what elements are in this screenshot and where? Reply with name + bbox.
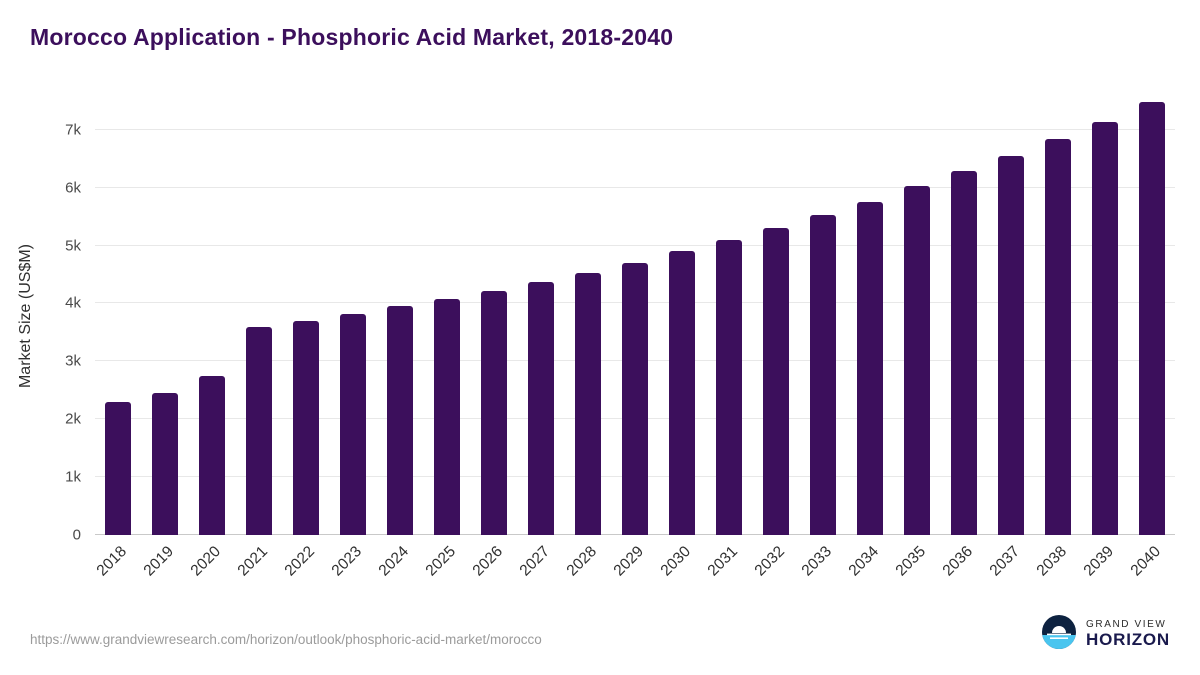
x-tick-label: 2031 — [704, 543, 741, 580]
x-tick-label: 2029 — [610, 543, 648, 580]
bar-2039 — [1091, 121, 1118, 535]
x-tick-label: 2025 — [422, 543, 460, 580]
x-tick-label: 2021 — [234, 543, 272, 580]
bar-2025 — [434, 299, 461, 535]
x-tick-label: 2030 — [657, 543, 694, 580]
y-tick-label: 5k — [65, 237, 81, 255]
y-tick-label: 7k — [65, 121, 81, 139]
x-tick-label: 2034 — [845, 543, 882, 580]
bar-2040 — [1138, 101, 1165, 535]
x-tick-label: 2036 — [939, 543, 976, 580]
bar-2034 — [856, 201, 883, 535]
bar-2028 — [575, 272, 602, 535]
bar-2031 — [715, 240, 742, 535]
bar-2032 — [762, 227, 789, 535]
x-tick-label: 2019 — [141, 543, 178, 580]
y-tick-label: 2k — [65, 410, 81, 428]
bar-2027 — [528, 282, 555, 535]
x-tick-label: 2018 — [94, 543, 131, 580]
y-axis-title: Market Size (US$M) — [17, 243, 34, 389]
x-tick-label: 2026 — [469, 543, 507, 580]
y-tick-label: 4k — [65, 294, 81, 312]
bar-2023 — [340, 313, 367, 535]
bar-2024 — [387, 306, 414, 535]
y-tick-label: 3k — [65, 352, 81, 370]
grandview-horizon-logo: GRAND VIEW HORIZON — [1041, 614, 1170, 655]
x-tick-label: 2037 — [986, 543, 1023, 580]
bar-2018 — [105, 402, 132, 535]
gridline — [95, 244, 1175, 246]
bar-2037 — [997, 155, 1024, 535]
x-tick-label: 2040 — [1127, 543, 1164, 580]
page-title: Morocco Application - Phosphoric Acid Ma… — [30, 24, 674, 50]
x-tick-label: 2039 — [1080, 543, 1117, 580]
x-tick-label: 2035 — [892, 543, 929, 580]
horizon-logo-icon — [1041, 614, 1077, 655]
bar-2036 — [950, 170, 977, 535]
gridline — [95, 128, 1175, 130]
bar-2033 — [809, 214, 836, 535]
logo-grand-view-text: GRAND VIEW — [1086, 618, 1167, 630]
x-tick-label: 2023 — [328, 543, 366, 580]
x-tick-label: 2022 — [281, 543, 319, 580]
x-tick-label: 2028 — [563, 543, 601, 580]
x-tick-label: 2020 — [188, 543, 225, 580]
bar-2035 — [903, 185, 930, 535]
x-tick-label: 2024 — [375, 543, 413, 580]
x-tick-label: 2032 — [751, 543, 788, 580]
bar-2020 — [199, 375, 226, 535]
logo-text: GRAND VIEW HORIZON — [1086, 619, 1170, 650]
bar-2022 — [293, 320, 320, 535]
y-tick-label: 0 — [72, 526, 81, 544]
gridline — [95, 186, 1175, 188]
bar-2026 — [481, 290, 508, 535]
y-tick-label: 6k — [65, 179, 81, 197]
source-url: https://www.grandviewresearch.com/horizo… — [30, 632, 542, 647]
plot-area: 0 1k 2k 3k 4k 5k 6k 7k 2018 2019 2020 2021 2022 2023 2… — [65, 95, 1175, 579]
bar-2030 — [668, 251, 695, 535]
x-tick-label: 2027 — [516, 543, 554, 580]
logo-horizon-text: HORIZON — [1086, 630, 1170, 650]
y-tick-label: 1k — [65, 468, 81, 486]
bar-2021 — [246, 326, 273, 535]
x-tick-label: 2038 — [1033, 543, 1070, 580]
x-tick-label: 2033 — [798, 543, 835, 580]
bar-2029 — [622, 262, 648, 535]
bar-2019 — [152, 393, 179, 535]
bar-2038 — [1044, 139, 1071, 535]
